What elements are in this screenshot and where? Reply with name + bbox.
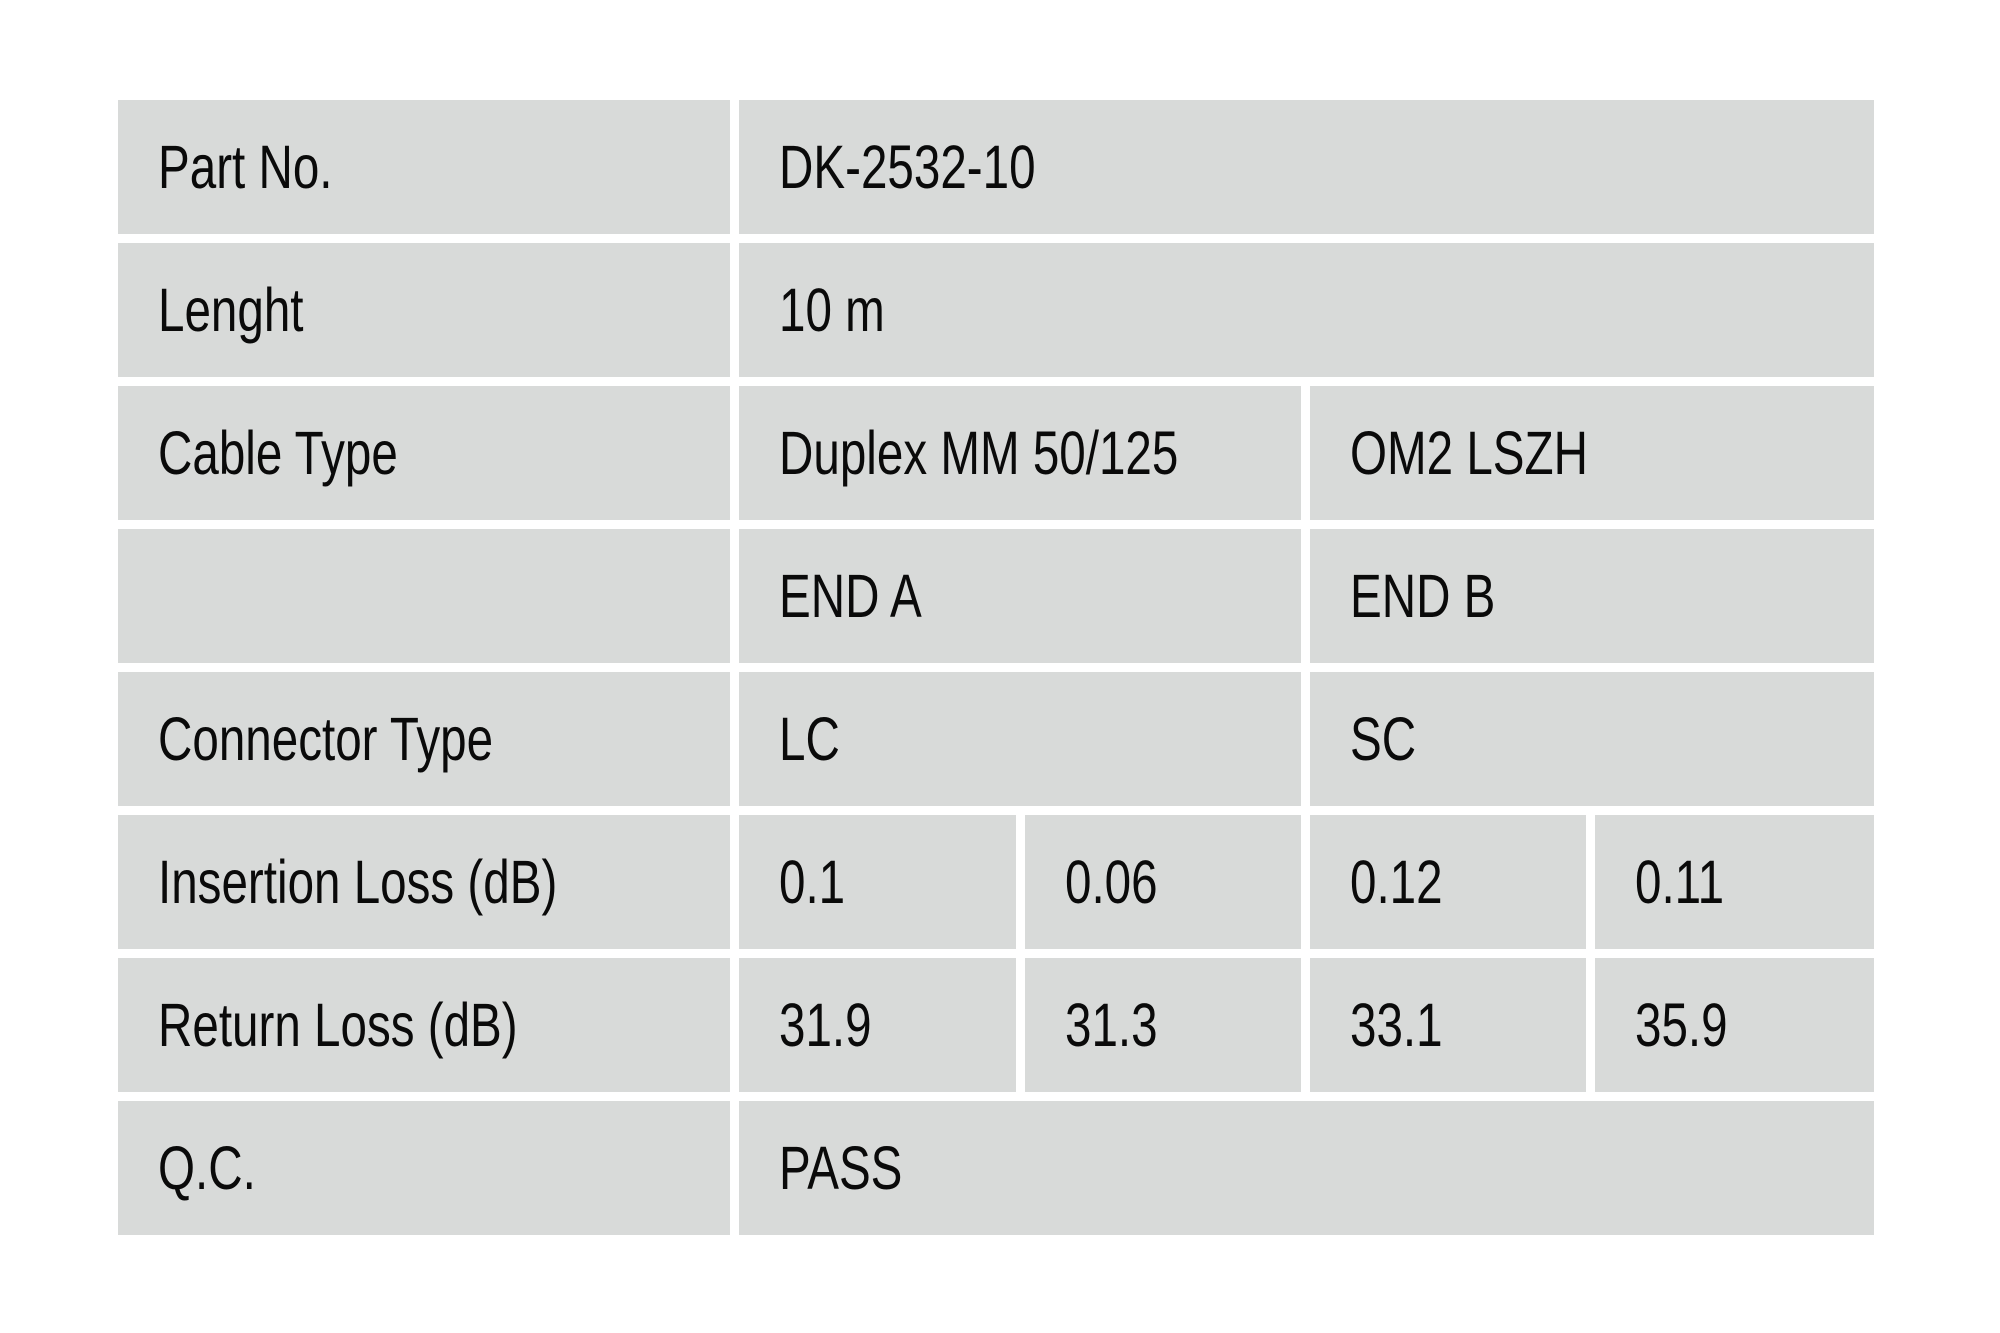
cable-type-label: Cable Type: [158, 419, 398, 487]
insertion-loss-label-cell: Insertion Loss (dB): [118, 815, 730, 949]
connector-type-label: Connector Type: [158, 705, 494, 773]
return-loss-end-a1: 31.9: [779, 991, 872, 1059]
length-value-cell: 10 m: [739, 243, 1874, 377]
cable-type-value-cell-2: OM2 LSZH: [1310, 386, 1874, 520]
length-label-cell: Lenght: [118, 243, 730, 377]
return-loss-end-a1-cell: 31.9: [739, 958, 1016, 1092]
qc-label-cell: Q.C.: [118, 1101, 730, 1235]
insertion-loss-end-b2: 0.11: [1635, 848, 1725, 916]
insertion-loss-end-a1: 0.1: [779, 848, 846, 916]
connector-type-label-cell: Connector Type: [118, 672, 730, 806]
insertion-loss-end-a2-cell: 0.06: [1025, 815, 1301, 949]
length-label: Lenght: [158, 276, 304, 344]
connector-type-end-a: LC: [779, 705, 840, 773]
insertion-loss-end-b1-cell: 0.12: [1310, 815, 1586, 949]
part-no-label: Part No.: [158, 133, 333, 201]
return-loss-end-b2-cell: 35.9: [1595, 958, 1874, 1092]
qc-result-cell: PASS: [739, 1101, 1874, 1235]
end-b-header-cell: END B: [1310, 529, 1874, 663]
insertion-loss-end-b1: 0.12: [1350, 848, 1443, 916]
cable-type-value-cell-1: Duplex MM 50/125: [739, 386, 1301, 520]
return-loss-end-b1-cell: 33.1: [1310, 958, 1586, 1092]
part-no-label-cell: Part No.: [118, 100, 730, 234]
qc-label: Q.C.: [158, 1134, 256, 1202]
return-loss-label: Return Loss (dB): [158, 991, 518, 1059]
cable-type-label-cell: Cable Type: [118, 386, 730, 520]
return-loss-end-b2: 35.9: [1635, 991, 1728, 1059]
end-b-header: END B: [1350, 562, 1496, 630]
qc-result-badge: PASS: [779, 1134, 903, 1202]
insertion-loss-label: Insertion Loss (dB): [158, 848, 558, 916]
length-value: 10 m: [779, 276, 885, 344]
return-loss-end-a2-cell: 31.3: [1025, 958, 1301, 1092]
return-loss-end-b1: 33.1: [1350, 991, 1443, 1059]
cable-type-value-1: Duplex MM 50/125: [779, 419, 1179, 487]
insertion-loss-end-a1-cell: 0.1: [739, 815, 1016, 949]
ends-header-empty-cell: [118, 529, 730, 663]
end-a-header-cell: END A: [739, 529, 1301, 663]
part-no-value: DK-2532-10: [779, 133, 1036, 201]
cable-type-value-2: OM2 LSZH: [1350, 419, 1588, 487]
insertion-loss-end-b2-cell: 0.11: [1595, 815, 1874, 949]
return-loss-end-a2: 31.3: [1065, 991, 1158, 1059]
return-loss-label-cell: Return Loss (dB): [118, 958, 730, 1092]
part-no-value-cell: DK-2532-10: [739, 100, 1874, 234]
end-a-header: END A: [779, 562, 922, 630]
connector-type-end-b: SC: [1350, 705, 1417, 773]
qc-spec-table: Part No. DK-2532-10 Lenght 10 m Cable Ty…: [118, 100, 1874, 1235]
connector-type-end-a-cell: LC: [739, 672, 1301, 806]
insertion-loss-end-a2: 0.06: [1065, 848, 1158, 916]
connector-type-end-b-cell: SC: [1310, 672, 1874, 806]
